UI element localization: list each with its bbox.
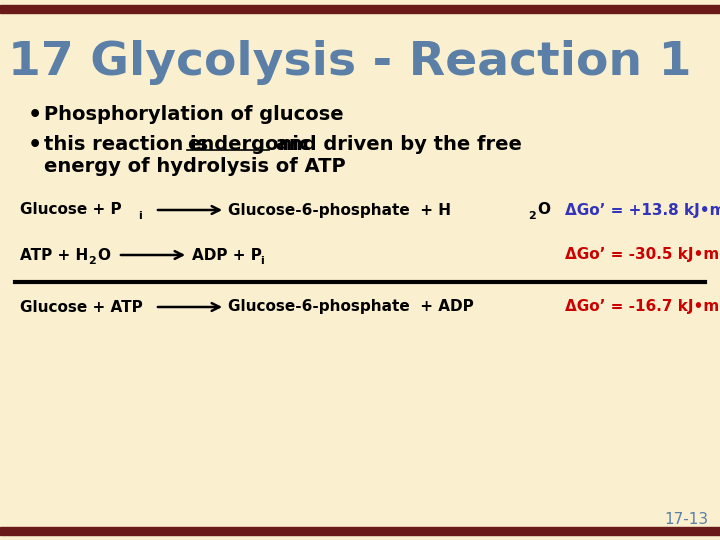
- Text: Glucose + P: Glucose + P: [20, 202, 122, 218]
- Text: O: O: [97, 247, 110, 262]
- Text: ADP + P: ADP + P: [192, 247, 262, 262]
- Text: 2: 2: [88, 256, 96, 266]
- Text: endergonic: endergonic: [187, 135, 310, 154]
- Text: 17-13: 17-13: [664, 512, 708, 528]
- Text: •: •: [28, 105, 42, 125]
- Text: Glucose-6-phosphate  + H: Glucose-6-phosphate + H: [228, 202, 451, 218]
- Text: ΔGo’ = +13.8 kJ•mol⁻¹: ΔGo’ = +13.8 kJ•mol⁻¹: [565, 202, 720, 218]
- Text: O: O: [537, 202, 550, 218]
- Bar: [0, 527, 720, 535]
- Text: i: i: [260, 256, 264, 266]
- Text: ΔGo’ = -30.5 kJ•mol⁻¹: ΔGo’ = -30.5 kJ•mol⁻¹: [565, 247, 720, 262]
- Text: i: i: [138, 211, 142, 221]
- Text: Phosphorylation of glucose: Phosphorylation of glucose: [44, 105, 343, 124]
- Text: ATP + H: ATP + H: [20, 247, 89, 262]
- Text: ΔGo’ = -16.7 kJ•mol⁻¹: ΔGo’ = -16.7 kJ•mol⁻¹: [565, 300, 720, 314]
- Text: this reaction is: this reaction is: [44, 135, 215, 154]
- Text: Glucose-6-phosphate  + ADP: Glucose-6-phosphate + ADP: [228, 300, 474, 314]
- Text: energy of hydrolysis of ATP: energy of hydrolysis of ATP: [44, 157, 346, 176]
- Text: 2: 2: [528, 211, 536, 221]
- Text: •: •: [28, 135, 42, 155]
- Text: 17 Glycolysis - Reaction 1: 17 Glycolysis - Reaction 1: [8, 40, 691, 85]
- Bar: [0, 5, 720, 13]
- Text: Glucose + ATP: Glucose + ATP: [20, 300, 143, 314]
- Text: and driven by the free: and driven by the free: [269, 135, 522, 154]
